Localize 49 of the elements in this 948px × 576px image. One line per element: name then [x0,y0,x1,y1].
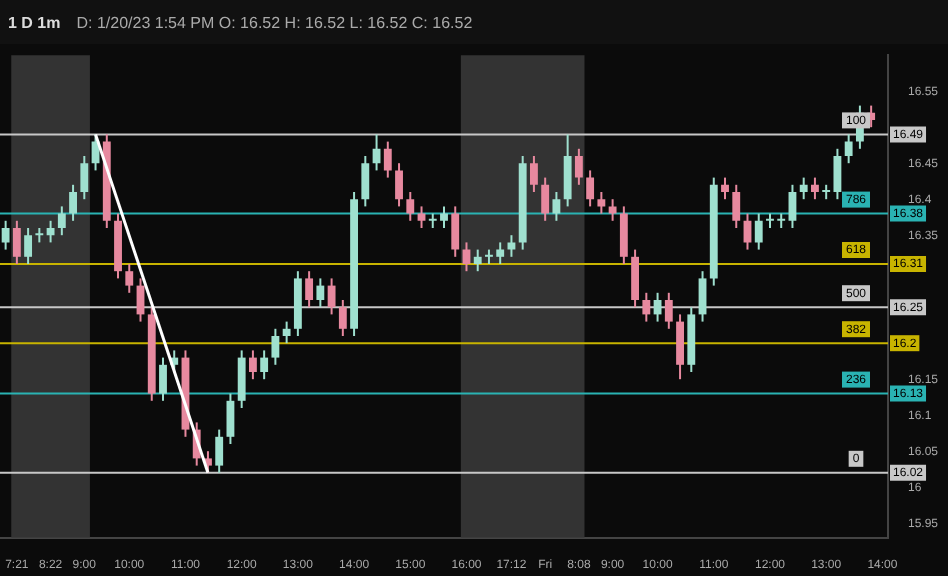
candlestick [24,227,33,265]
candlestick [529,155,538,193]
candlestick [732,183,741,229]
candlestick [676,313,684,381]
candlestick [406,191,415,222]
candlestick [248,349,257,381]
candlestick [46,219,55,244]
candlestick [541,176,550,222]
candlestick [586,169,595,208]
candlestick [721,176,729,201]
candlestick [271,327,280,366]
candlestick [338,299,347,337]
candlestick [305,270,314,309]
candlestick [69,183,77,222]
candlestick [754,212,763,251]
candlestick [597,191,606,215]
chart-subtitle: D: 1/20/23 1:54 PM O: 16.52 H: 16.52 L: 16.52 C: 16.52 [76,13,473,31]
candlestick [563,133,572,208]
candlestick [653,291,662,323]
candlestick [619,205,628,265]
candlestick [159,356,167,402]
chart-title: 1 D 1m [8,13,61,31]
candlestick [260,349,269,381]
candlestick [57,205,66,237]
candlestick [473,248,482,273]
candlestick [12,219,21,265]
candlestick [664,291,673,330]
candlestick [844,133,853,165]
candlestick [215,428,224,474]
candlestick [811,176,819,201]
candlestick [237,349,246,409]
candlestick [451,205,460,258]
candlestick [226,392,235,445]
candlestick [507,234,516,258]
candlestick [383,140,392,179]
candlestick [552,191,561,222]
candlestick [395,162,403,208]
candlestick [631,248,640,309]
candlestick [327,277,336,316]
candlestick [1,219,10,251]
candlestick [125,263,134,294]
candlestick [642,291,651,323]
candlestick [80,155,89,201]
candlestick [316,277,325,309]
candlestick [799,176,808,201]
candlestick [608,198,617,222]
candlestick [361,155,370,208]
candlestick [282,320,291,345]
candlestick [574,147,583,186]
